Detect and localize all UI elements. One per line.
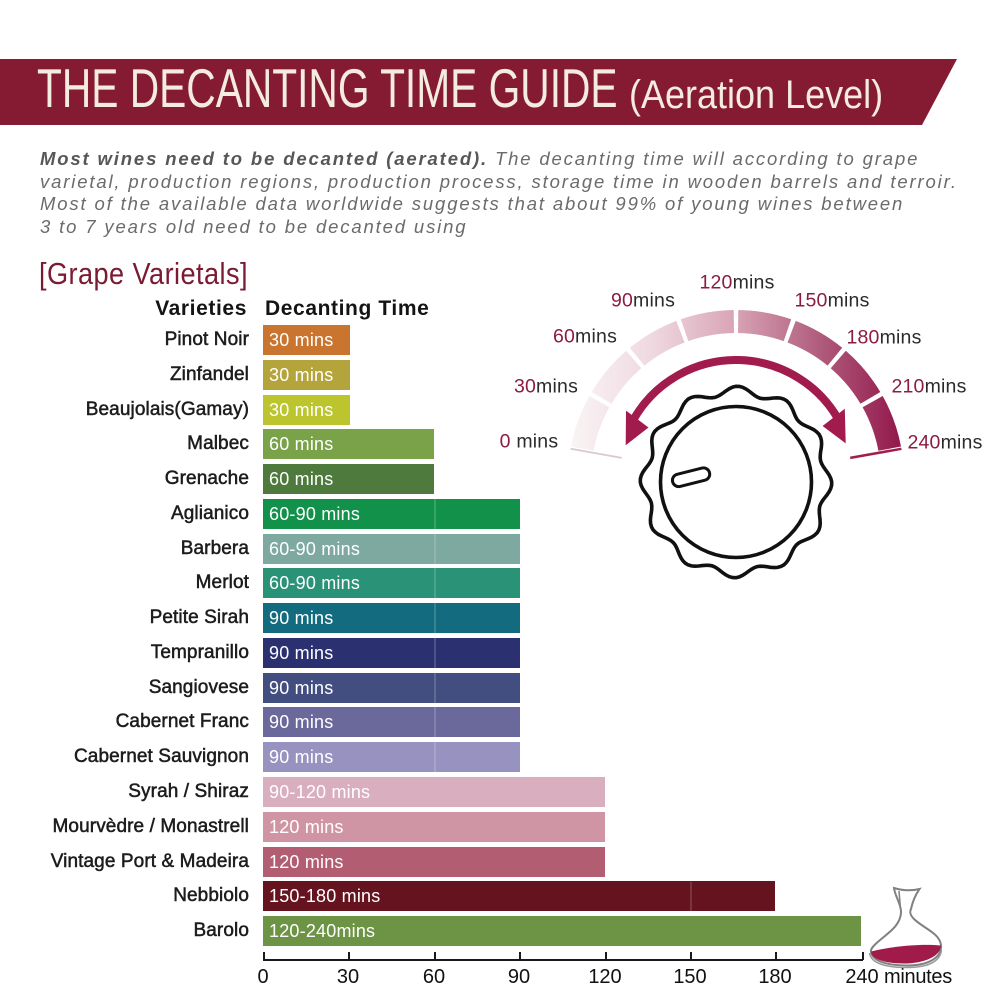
svg-text:240mins: 240mins [907, 432, 982, 454]
svg-text:0 mins: 0 mins [500, 431, 559, 453]
svg-text:90mins: 90mins [611, 290, 675, 312]
svg-text:30mins: 30mins [514, 376, 578, 398]
svg-text:150mins: 150mins [794, 290, 869, 312]
svg-text:120mins: 120mins [699, 272, 774, 294]
svg-text:180mins: 180mins [846, 327, 921, 349]
svg-text:60mins: 60mins [553, 326, 617, 348]
svg-text:210mins: 210mins [891, 376, 966, 398]
